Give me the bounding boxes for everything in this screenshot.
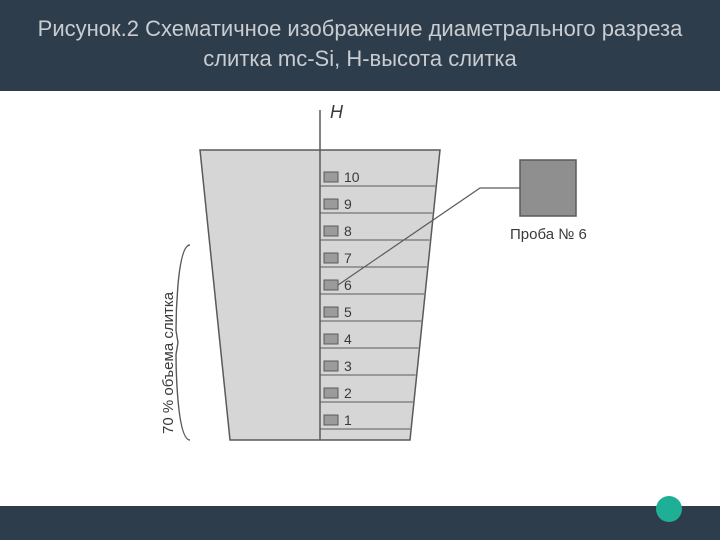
- marker-number: 8: [344, 223, 352, 239]
- sample-label: Проба № 6: [510, 226, 587, 243]
- volume-label: 70 % объема слитка: [160, 292, 177, 434]
- marker-number: 9: [344, 196, 352, 212]
- diagram-svg: [0, 100, 720, 500]
- marker-number: 2: [344, 385, 352, 401]
- marker-number: 4: [344, 331, 352, 347]
- ingot-diagram: H 70 % объема слитка Проба № 6 1 2 3 4 5 6 7 8 9…: [0, 100, 720, 500]
- marker-number: 1: [344, 412, 352, 428]
- footer-bar: [0, 506, 720, 540]
- marker-number: 7: [344, 250, 352, 266]
- marker-number: 10: [344, 169, 360, 185]
- marker-number: 6: [344, 277, 352, 293]
- marker-number: 3: [344, 358, 352, 374]
- figure-title: Рисунок.2 Схематичное изображение диамет…: [38, 16, 683, 71]
- marker-number: 5: [344, 304, 352, 320]
- axis-label-h: H: [330, 102, 343, 123]
- title-bar: Рисунок.2 Схематичное изображение диамет…: [0, 0, 720, 91]
- accent-dot-icon: [656, 496, 682, 522]
